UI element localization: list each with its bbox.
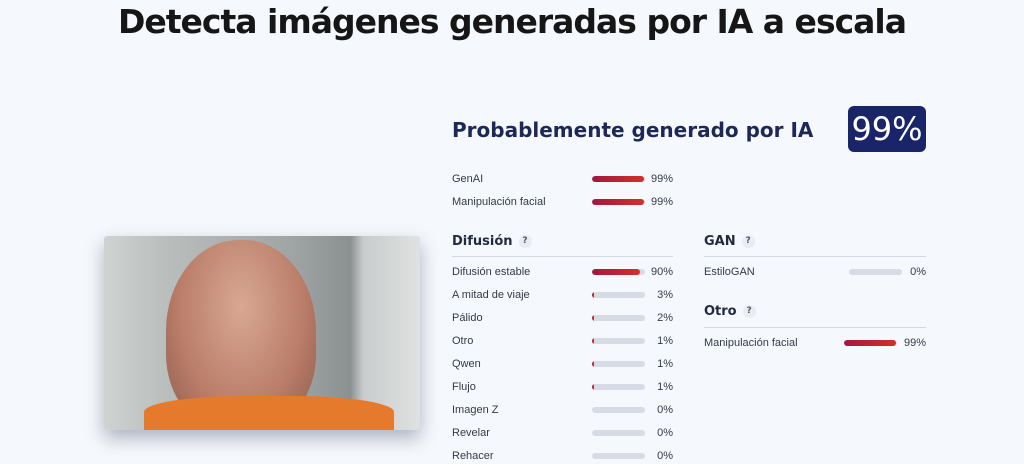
analyzed-image <box>104 236 420 430</box>
row-label: EstiloGAN <box>704 266 755 278</box>
row-value: 0% <box>657 404 673 416</box>
score-bar <box>592 292 645 298</box>
row-label: Imagen Z <box>452 404 499 416</box>
score-bar <box>592 315 645 321</box>
score-bar <box>592 269 645 275</box>
section-title: Difusión <box>452 234 513 249</box>
score-row: Difusión estable 90% <box>452 264 673 280</box>
score-bar <box>592 430 645 436</box>
row-value: 99% <box>903 337 926 349</box>
row-label: GenAI <box>452 173 484 185</box>
divider <box>704 327 926 328</box>
score-bar-fill <box>844 340 897 346</box>
score-row: Imagen Z 0% <box>452 402 673 418</box>
score-row: Qwen 1% <box>452 356 673 372</box>
section-diffusion: Difusión? <box>452 234 532 249</box>
score-row: Manipulación facial 99% <box>452 194 673 210</box>
score-bar-fill <box>592 361 595 367</box>
score-bar <box>592 199 645 205</box>
score-bar <box>592 453 645 459</box>
score-bar-fill <box>592 338 595 344</box>
score-row: Flujo 1% <box>452 379 673 395</box>
row-value: 2% <box>657 312 673 324</box>
score-row: GenAI 99% <box>452 171 673 187</box>
row-value: 1% <box>657 381 673 393</box>
row-value: 99% <box>650 196 673 208</box>
row-label: Flujo <box>452 381 476 393</box>
row-value: 99% <box>650 173 673 185</box>
section-title: Otro <box>704 304 737 319</box>
result-heading: Probablemente generado por IA <box>452 118 814 142</box>
row-value: 0% <box>910 266 926 278</box>
row-value: 90% <box>650 266 673 278</box>
row-label: Pálido <box>452 312 483 324</box>
section-title: GAN <box>704 234 736 249</box>
score-bar-fill <box>592 269 640 275</box>
score-row: EstiloGAN 0% <box>704 264 926 280</box>
score-bar <box>844 340 897 346</box>
score-bar <box>592 384 645 390</box>
row-label: Otro <box>452 335 474 347</box>
score-bar-fill <box>592 292 595 298</box>
score-badge: 99% <box>848 106 926 152</box>
row-label: Revelar <box>452 427 490 439</box>
row-label: Manipulación facial <box>452 196 546 208</box>
section-other: Otro? <box>704 304 756 319</box>
score-bar-fill <box>592 199 645 205</box>
score-bar-fill <box>592 176 645 182</box>
row-label: Difusión estable <box>452 266 531 278</box>
score-row: Revelar 0% <box>452 425 673 441</box>
row-value: 1% <box>657 358 673 370</box>
help-icon[interactable]: ? <box>741 235 755 248</box>
row-label: Rehacer <box>452 450 494 462</box>
row-label: A mitad de viaje <box>452 289 530 301</box>
divider <box>704 256 926 257</box>
score-row: Otro 1% <box>452 333 673 349</box>
score-bar-fill <box>592 384 595 390</box>
help-icon[interactable]: ? <box>518 235 532 248</box>
score-row: Manipulación facial 99% <box>704 335 926 351</box>
page-title: Detecta imágenes generadas por IA a esca… <box>118 2 907 41</box>
score-bar-fill <box>592 315 595 321</box>
section-gan: GAN? <box>704 234 755 249</box>
score-bar <box>592 361 645 367</box>
row-label: Qwen <box>452 358 481 370</box>
score-row: Rehacer 0% <box>452 448 673 464</box>
row-label: Manipulación facial <box>704 337 798 349</box>
help-icon[interactable]: ? <box>742 305 756 318</box>
row-value: 3% <box>657 289 673 301</box>
row-value: 1% <box>657 335 673 347</box>
row-value: 0% <box>657 427 673 439</box>
score-bar <box>592 338 645 344</box>
score-row: Pálido 2% <box>452 310 673 326</box>
score-bar <box>849 269 902 275</box>
score-row: A mitad de viaje 3% <box>452 287 673 303</box>
score-bar <box>592 407 645 413</box>
score-bar <box>592 176 645 182</box>
row-value: 0% <box>657 450 673 462</box>
divider <box>452 256 673 257</box>
